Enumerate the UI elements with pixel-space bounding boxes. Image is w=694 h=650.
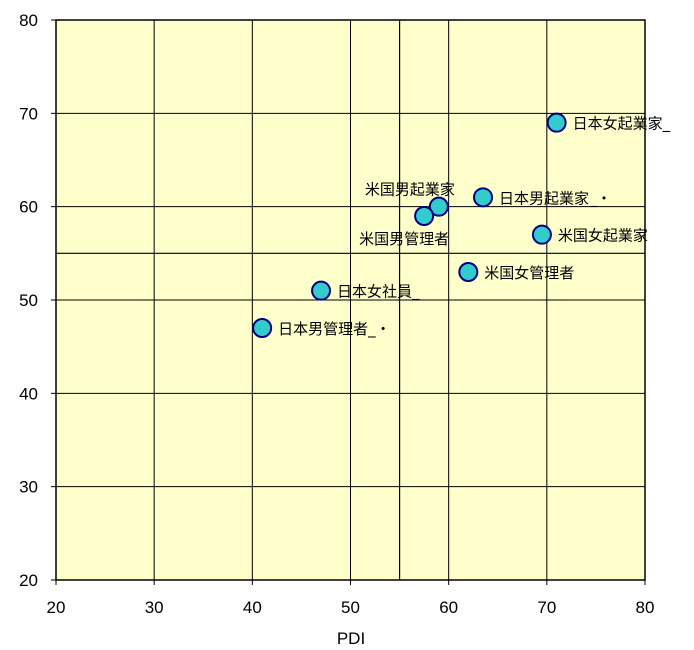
data-point-6 bbox=[311, 280, 332, 301]
x-tick-label-6: 80 bbox=[636, 598, 655, 617]
data-point-2 bbox=[428, 196, 449, 217]
data-points bbox=[252, 112, 567, 338]
y-tick-label-5: 70 bbox=[19, 104, 38, 123]
y-tick-label-4: 60 bbox=[19, 198, 38, 217]
point-label-2: 米国男起業家 bbox=[365, 181, 455, 199]
point-label-0: 日本女起業家_ bbox=[573, 115, 671, 134]
point-label-6: 日本女社員_ bbox=[337, 283, 420, 302]
y-tick-label-0: 20 bbox=[19, 571, 38, 590]
x-tick-label-3: 50 bbox=[341, 598, 360, 617]
point-label-7: 日本男管理者_・ bbox=[278, 320, 391, 339]
data-point-0 bbox=[546, 112, 567, 133]
x-tick-label-2: 40 bbox=[243, 598, 262, 617]
data-point-7 bbox=[252, 318, 273, 338]
point-label-1: 日本男起業家_・ bbox=[499, 189, 612, 208]
y-tick-label-2: 40 bbox=[19, 384, 38, 403]
x-tick-label-1: 30 bbox=[145, 598, 164, 617]
point-label-5: 米国女管理者 bbox=[484, 264, 574, 282]
point-label-4: 米国女起業家 bbox=[558, 227, 648, 245]
y-tick-label-3: 50 bbox=[19, 291, 38, 310]
gridlines bbox=[56, 20, 645, 580]
x-axis-label: PDI bbox=[337, 629, 365, 648]
y-tick-label-1: 30 bbox=[19, 478, 38, 497]
x-tick-label-4: 60 bbox=[439, 598, 458, 617]
y-tick-label-6: 80 bbox=[19, 11, 38, 30]
point-label-3: 米国男管理者 bbox=[359, 230, 449, 248]
data-point-3 bbox=[414, 206, 435, 226]
x-axis-ticks: 20 30 40 50 60 70 80 bbox=[47, 580, 655, 617]
reference-lines bbox=[56, 20, 645, 580]
data-point-5 bbox=[458, 262, 479, 282]
data-point-1 bbox=[473, 187, 494, 208]
data-point-4 bbox=[531, 224, 552, 245]
y-axis-ticks: 20 30 40 50 60 70 80 bbox=[19, 11, 56, 590]
x-tick-label-0: 20 bbox=[47, 598, 66, 617]
x-tick-label-5: 70 bbox=[537, 598, 556, 617]
